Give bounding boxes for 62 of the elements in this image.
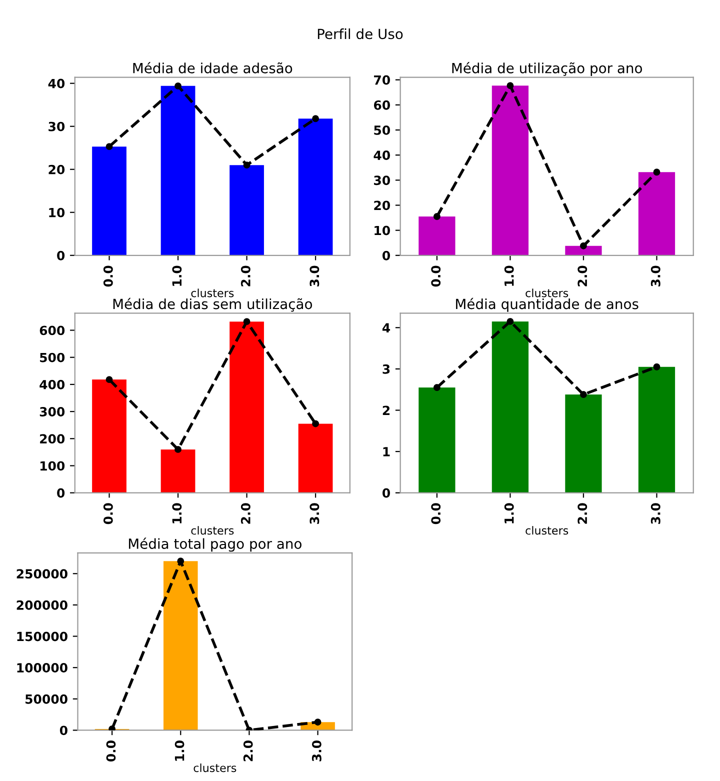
- chart-title: Média quantidade de anos: [456, 298, 638, 312]
- y-tick-label: 500: [40, 352, 65, 362]
- y-tick-label: 1: [383, 447, 390, 456]
- x-tick-label: 3.0: [310, 266, 320, 286]
- y-tick-label: 70: [374, 75, 390, 85]
- y-tick-label: 40: [48, 78, 65, 88]
- x-tick-label: 1.0: [504, 503, 514, 524]
- x-axis-title: clusters: [526, 288, 568, 298]
- x-tick-label: 0.0: [431, 266, 441, 287]
- y-tick-label: 50000: [26, 694, 68, 704]
- chart-title: Média total pago por ano: [128, 538, 302, 552]
- y-tick-label: 150000: [17, 632, 68, 642]
- x-tick-label: 3.0: [312, 740, 322, 762]
- x-tick-label: 2.0: [240, 503, 250, 524]
- y-tick-label: 200: [40, 434, 65, 444]
- x-axis-title: clusters: [526, 526, 568, 535]
- y-tick-label: 0: [57, 488, 65, 498]
- y-tick-label: 200000: [16, 600, 68, 610]
- y-tick-label: 300: [40, 407, 65, 416]
- y-tick-label: 30: [48, 122, 65, 132]
- x-axis-title: clusters: [191, 526, 234, 535]
- y-tick-label: 60: [374, 100, 390, 110]
- y-tick-label: 3: [382, 364, 390, 374]
- x-tick-label: 0.0: [103, 503, 113, 524]
- x-tick-label: 0.0: [431, 503, 441, 524]
- y-tick-label: 50: [374, 125, 390, 135]
- y-tick-label: 40: [374, 150, 390, 160]
- text: Perfil de Uso: [318, 28, 403, 40]
- x-tick-label: 1.0: [172, 266, 182, 286]
- y-tick-label: 250000: [16, 569, 68, 579]
- x-tick-label: 0.0: [103, 266, 113, 287]
- y-tick-label: 100000: [17, 663, 68, 673]
- x-tick-label: 3.0: [310, 503, 320, 524]
- x-axis-title: clusters: [191, 288, 234, 298]
- y-tick-label: 2: [382, 406, 390, 415]
- x-tick-label: 3.0: [650, 266, 660, 286]
- x-tick-label: 2.0: [240, 266, 250, 286]
- y-tick-label: 0: [382, 250, 390, 260]
- x-tick-label: 1.0: [172, 503, 182, 524]
- y-tick-label: 4: [382, 323, 390, 332]
- x-tick-label: 2.0: [578, 503, 588, 524]
- y-tick-label: 20: [374, 200, 390, 210]
- y-tick-label: 20: [48, 164, 65, 174]
- x-tick-label: 3.0: [650, 503, 660, 524]
- y-tick-label: 0: [60, 726, 68, 736]
- chart-title: Média de dias sem utilização: [113, 298, 312, 312]
- x-tick-label: 1.0: [174, 740, 184, 761]
- y-tick-label: 30: [374, 176, 390, 186]
- y-tick-label: 10: [49, 208, 65, 218]
- x-tick-label: 2.0: [243, 740, 253, 762]
- x-tick-label: 2.0: [578, 266, 588, 286]
- chart-title: Média de utilização por ano: [452, 62, 642, 76]
- x-tick-label: 1.0: [504, 266, 514, 286]
- y-tick-label: 10: [374, 226, 390, 236]
- y-tick-label: 100: [40, 461, 65, 471]
- y-tick-label: 0: [57, 250, 65, 260]
- y-tick-label: 600: [40, 326, 65, 336]
- y-tick-label: 0: [382, 488, 390, 498]
- x-axis-title: clusters: [194, 763, 236, 772]
- chart-title: Média de idade adesão: [133, 62, 292, 74]
- x-tick-label: 0.0: [106, 740, 116, 762]
- y-tick-label: 400: [40, 380, 65, 390]
